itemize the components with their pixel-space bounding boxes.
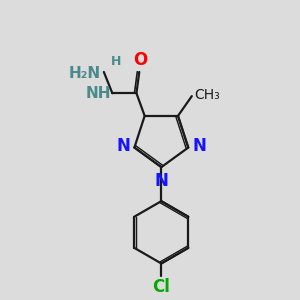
Text: N: N bbox=[154, 172, 168, 190]
Text: NH: NH bbox=[85, 86, 111, 101]
Text: H₂N: H₂N bbox=[69, 66, 101, 81]
Text: O: O bbox=[134, 51, 148, 69]
Text: N: N bbox=[116, 137, 130, 155]
Text: N: N bbox=[193, 137, 206, 155]
Text: CH₃: CH₃ bbox=[194, 88, 220, 102]
Text: H: H bbox=[111, 55, 121, 68]
Text: Cl: Cl bbox=[152, 278, 170, 296]
